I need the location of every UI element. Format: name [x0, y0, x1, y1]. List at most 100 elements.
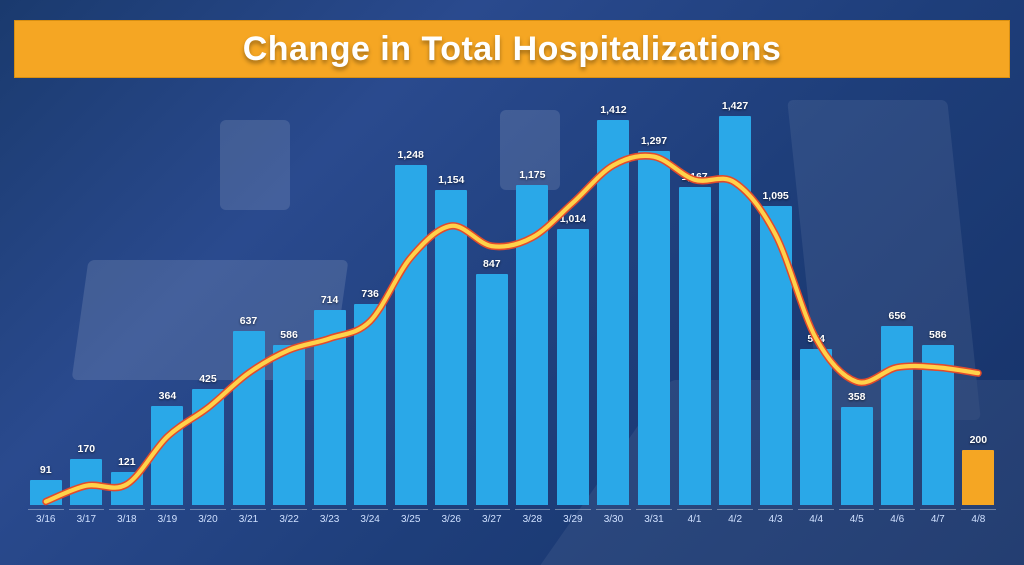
x-tick: 4/8	[961, 509, 997, 529]
x-tick: 3/21	[231, 509, 267, 529]
bar-slot: 1,154	[433, 96, 469, 505]
chart-title-bar: Change in Total Hospitalizations	[14, 20, 1010, 78]
bar-value-label: 847	[483, 258, 501, 270]
chart-title: Change in Total Hospitalizations	[243, 30, 782, 69]
bar-slot: 847	[474, 96, 510, 505]
bar-value-label: 1,248	[398, 149, 424, 161]
bar	[881, 326, 913, 505]
x-tick: 3/31	[636, 509, 672, 529]
bar-slot: 364	[150, 96, 186, 505]
bar	[30, 480, 62, 505]
bar	[111, 472, 143, 505]
x-tick: 3/17	[69, 509, 105, 529]
x-tick: 3/28	[515, 509, 551, 529]
bar-slot: 736	[352, 96, 388, 505]
bar-highlight	[962, 450, 994, 505]
bar-slot: 1,297	[636, 96, 672, 505]
bar	[800, 349, 832, 506]
bar	[597, 120, 629, 505]
bar-slot: 200	[961, 96, 997, 505]
x-axis: 3/163/173/183/193/203/213/223/233/243/25…	[28, 509, 996, 529]
bar-value-label: 1,175	[519, 169, 545, 181]
bar-value-label: 1,154	[438, 174, 464, 186]
bar-value-label: 425	[199, 373, 217, 385]
bar	[70, 459, 102, 505]
bar-value-label: 1,427	[722, 100, 748, 112]
x-tick: 3/30	[596, 509, 632, 529]
bar-slot: 1,095	[758, 96, 794, 505]
x-tick: 3/19	[150, 509, 186, 529]
bar-slot: 121	[109, 96, 145, 505]
chart-area: 91 170 121 364 425 637 586 714 736 1,248 1,154 847 1…	[28, 96, 996, 529]
bar	[557, 229, 589, 505]
bar	[314, 310, 346, 505]
x-tick: 3/16	[28, 509, 64, 529]
x-tick: 3/23	[312, 509, 348, 529]
x-tick: 4/6	[879, 509, 915, 529]
bar-value-label: 714	[321, 294, 339, 306]
bar-slot: 586	[920, 96, 956, 505]
bar	[922, 345, 954, 505]
x-tick: 4/1	[677, 509, 713, 529]
bar	[841, 407, 873, 505]
bar	[354, 304, 386, 505]
x-tick: 4/2	[717, 509, 753, 529]
x-tick: 3/26	[433, 509, 469, 529]
x-tick: 3/18	[109, 509, 145, 529]
x-tick: 4/7	[920, 509, 956, 529]
bar-slot: 170	[69, 96, 105, 505]
x-tick: 3/25	[393, 509, 429, 529]
bar	[719, 116, 751, 505]
bar-value-label: 736	[361, 288, 379, 300]
bar-value-label: 364	[159, 390, 177, 402]
x-tick: 4/3	[758, 509, 794, 529]
bar-value-label: 1,167	[681, 171, 707, 183]
bar-value-label: 656	[888, 310, 906, 322]
bar-value-label: 1,014	[560, 213, 586, 225]
bar-slot: 358	[839, 96, 875, 505]
bar-value-label: 121	[118, 456, 136, 468]
bar-value-label: 170	[78, 443, 96, 455]
bar	[273, 345, 305, 505]
bar	[435, 190, 467, 505]
bar	[679, 187, 711, 505]
bar-slot: 656	[879, 96, 915, 505]
bar-value-label: 586	[280, 329, 298, 341]
bar-slot: 91	[28, 96, 64, 505]
bar-slot: 1,412	[596, 96, 632, 505]
bar-slot: 1,248	[393, 96, 429, 505]
x-tick: 3/24	[352, 509, 388, 529]
bar-slot: 637	[231, 96, 267, 505]
x-tick: 3/20	[190, 509, 226, 529]
bar	[760, 206, 792, 505]
x-tick: 3/29	[555, 509, 591, 529]
bar-slot: 1,014	[555, 96, 591, 505]
bar-value-label: 91	[40, 464, 52, 476]
bar	[476, 274, 508, 505]
x-tick: 3/22	[271, 509, 307, 529]
bar-value-label: 1,297	[641, 135, 667, 147]
bar-slot: 1,167	[677, 96, 713, 505]
bar	[395, 165, 427, 505]
bar-slot: 586	[271, 96, 307, 505]
bar-value-label: 1,412	[600, 104, 626, 116]
bar	[192, 389, 224, 505]
bar-value-label: 574	[807, 333, 825, 345]
bar-value-label: 200	[970, 434, 988, 446]
bar-slot: 1,175	[515, 96, 551, 505]
bar	[151, 406, 183, 505]
bar-slot: 714	[312, 96, 348, 505]
bar-value-label: 586	[929, 329, 947, 341]
bar	[233, 331, 265, 505]
bars-row: 91 170 121 364 425 637 586 714 736 1,248 1,154 847 1…	[28, 96, 996, 505]
bar-value-label: 1,095	[762, 190, 788, 202]
x-tick: 4/4	[798, 509, 834, 529]
bar-slot: 574	[798, 96, 834, 505]
bar-slot: 425	[190, 96, 226, 505]
bar-value-label: 637	[240, 315, 258, 327]
bar	[638, 151, 670, 505]
x-tick: 4/5	[839, 509, 875, 529]
bar-slot: 1,427	[717, 96, 753, 505]
x-tick: 3/27	[474, 509, 510, 529]
bar	[516, 185, 548, 505]
